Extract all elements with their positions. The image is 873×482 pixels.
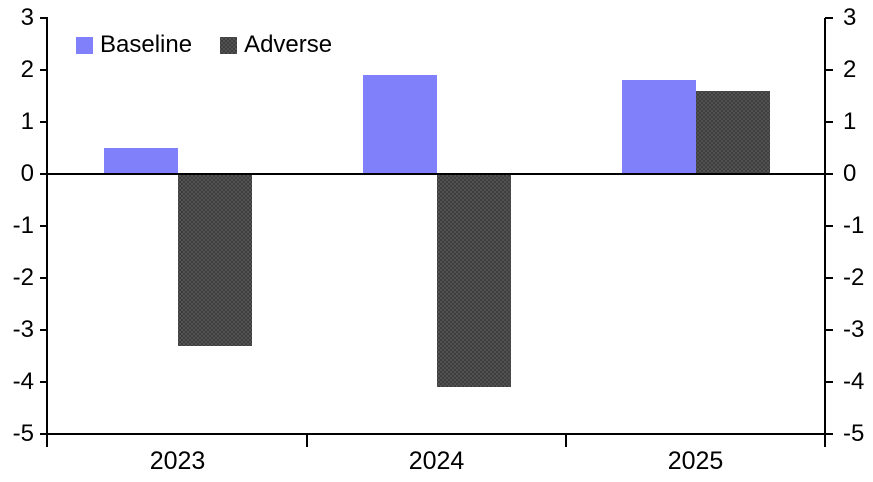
y-tick-label-left: -2: [12, 264, 34, 291]
y-tick-left: [40, 329, 48, 331]
legend-label-baseline: Baseline: [100, 31, 193, 58]
legend-item-adverse: Adverse: [220, 33, 332, 57]
y-tick-label-right: -4: [843, 368, 865, 395]
y-tick-left: [40, 17, 48, 19]
x-axis: [40, 433, 833, 435]
chart-legend: Baseline Adverse: [76, 33, 332, 57]
legend-item-baseline: Baseline: [76, 33, 192, 57]
y-axis-right: [824, 18, 826, 447]
y-tick-label-right: -3: [843, 316, 865, 343]
y-tick-left: [40, 173, 48, 175]
adverse-swatch-icon: [220, 36, 238, 54]
y-tick-left: [40, 225, 48, 227]
y-tick-label-left: -1: [12, 212, 34, 239]
y-tick-label-left: 3: [20, 4, 34, 31]
y-tick-right: [825, 173, 833, 175]
y-tick-left: [40, 69, 48, 71]
bar-adverse-2023: [177, 174, 252, 346]
y-tick-left: [40, 381, 48, 383]
x-category-tick: [306, 434, 308, 447]
y-tick-label-right: -1: [843, 212, 865, 239]
y-tick-label-right: 2: [843, 56, 857, 83]
x-category-label: 2023: [149, 447, 206, 475]
y-tick-label-left: -5: [12, 420, 34, 447]
y-tick-label-left: -3: [12, 316, 34, 343]
bar-baseline-2024: [362, 75, 437, 174]
zero-line: [40, 173, 833, 175]
y-tick-right: [825, 69, 833, 71]
y-tick-right: [825, 433, 833, 435]
y-tick-label-right: 0: [843, 160, 857, 187]
bar-adverse-2025: [695, 90, 770, 174]
y-tick-label-left: 0: [20, 160, 34, 187]
y-tick-right: [825, 329, 833, 331]
legend-label-adverse: Adverse: [244, 31, 333, 58]
y-tick-right: [825, 225, 833, 227]
y-tick-label-right: 3: [843, 4, 857, 31]
bar-baseline-2023: [103, 148, 178, 174]
y-axis-left: [46, 18, 48, 447]
y-tick-left: [40, 277, 48, 279]
y-tick-left: [40, 433, 48, 435]
y-tick-right: [825, 277, 833, 279]
bar-adverse-2024: [436, 174, 511, 388]
y-tick-label-left: -4: [12, 368, 34, 395]
baseline-swatch-icon: [76, 36, 93, 54]
y-tick-label-right: 1: [843, 108, 857, 135]
y-tick-right: [825, 121, 833, 123]
y-tick-label-left: 1: [20, 108, 34, 135]
bar-baseline-2025: [621, 80, 696, 174]
x-category-label: 2024: [408, 447, 465, 475]
x-category-tick: [565, 434, 567, 447]
y-tick-left: [40, 121, 48, 123]
y-tick-right: [825, 17, 833, 19]
y-tick-label-right: -5: [843, 420, 865, 447]
y-tick-label-left: 2: [20, 56, 34, 83]
y-tick-label-right: -2: [843, 264, 865, 291]
x-category-label: 2025: [667, 447, 724, 475]
y-tick-right: [825, 381, 833, 383]
